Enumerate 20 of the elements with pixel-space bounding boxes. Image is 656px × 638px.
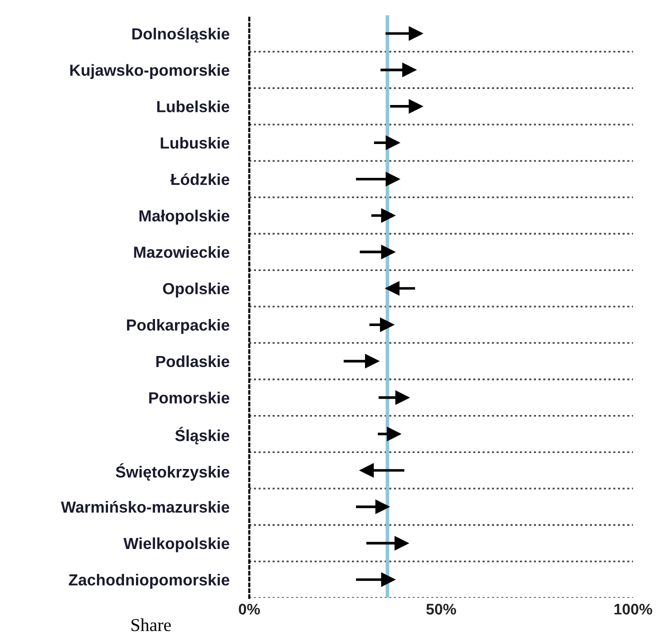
x-tick-label: 0% [238, 604, 260, 615]
x-axis-title: Share [132, 618, 171, 632]
y-tick-label: Podkarpackie [127, 318, 230, 334]
y-tick-label: Śląskie [175, 426, 230, 444]
y-tick-label: Pomorskie [149, 392, 230, 404]
y-tick-label: Małopolskie [139, 210, 230, 225]
y-tick-label: Lubelskie [157, 100, 230, 112]
x-tick-label: 100% [614, 604, 652, 615]
y-tick-label: Opolskie [163, 282, 230, 298]
y-tick-label: Świętokrzyskie [116, 463, 230, 481]
y-tick-label: Łódzkie [170, 173, 230, 186]
y-tick-label: Podlaskie [156, 355, 230, 368]
y-tick-label: Kujawsko-pomorskie [70, 64, 230, 80]
y-tick-label: Warmińsko-mazurskie [60, 500, 230, 513]
y-tick-label: Dolnośląskie [132, 28, 230, 43]
y-tick-label: Lubuskie [160, 136, 230, 149]
y-tick-label: Mazowieckie [134, 246, 230, 258]
y-tick-label: Zachodniopomorskie [68, 574, 230, 589]
x-tick-label: 50% [426, 604, 456, 615]
y-tick-label: Wielkopolskie [123, 537, 230, 552]
